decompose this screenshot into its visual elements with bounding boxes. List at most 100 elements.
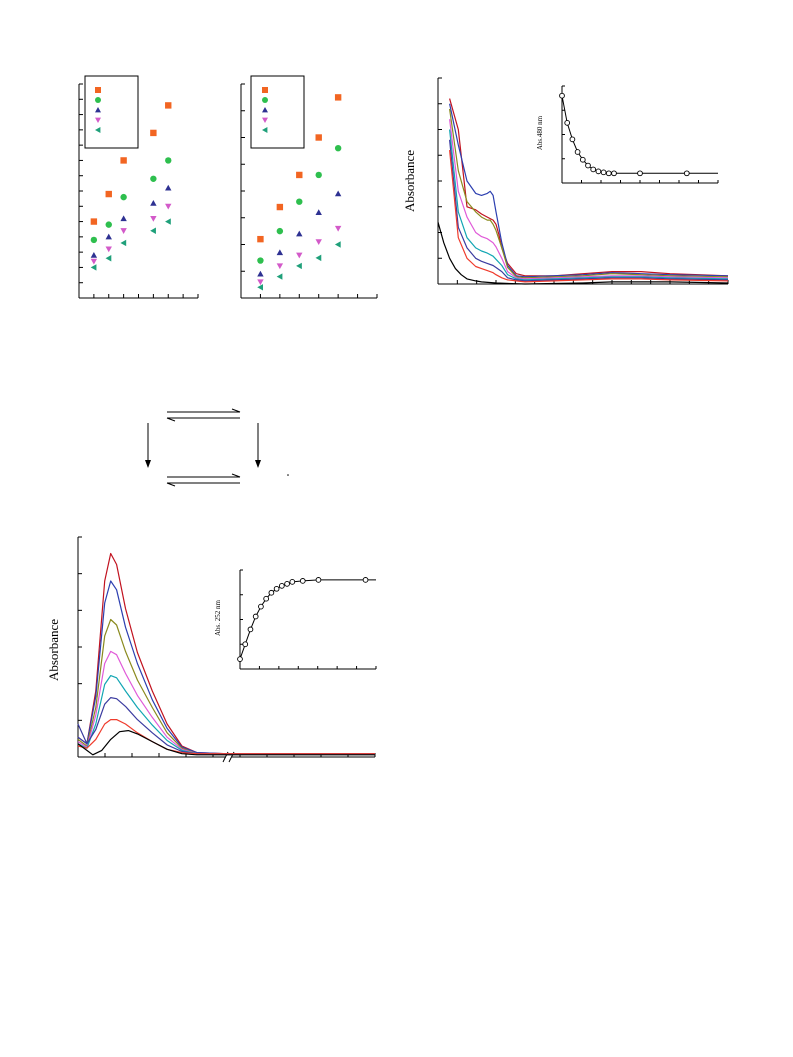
- inset-bottom-fit: [239, 579, 376, 660]
- legend-marker: [95, 87, 101, 93]
- data-point: [276, 263, 284, 270]
- spectrum-line: [77, 552, 375, 755]
- data-point: [334, 94, 342, 101]
- data-point: [315, 209, 322, 215]
- data-point: [276, 227, 284, 235]
- data-point: [296, 198, 303, 205]
- inset-top-ticks: [561, 85, 719, 184]
- data-point: [105, 221, 112, 228]
- scheme-dot: [287, 474, 289, 476]
- data-point: [90, 252, 98, 258]
- data-point: [165, 157, 172, 164]
- data-point: [247, 626, 254, 633]
- data-point: [276, 273, 283, 280]
- inset-top-fit: [561, 95, 718, 174]
- data-point: [590, 166, 597, 173]
- data-point: [120, 239, 127, 247]
- data-point: [585, 162, 591, 169]
- scatter-left-points: [90, 102, 172, 271]
- legend-marker: [95, 97, 101, 103]
- data-point: [296, 171, 303, 179]
- data-point: [611, 170, 617, 177]
- spectrum-line: [449, 103, 729, 278]
- spectra-top-panel: Absorbance: [402, 77, 729, 285]
- scatter-left-panel: [78, 75, 199, 299]
- data-point: [105, 190, 112, 198]
- equilibrium-arrow-bottom: [166, 473, 241, 487]
- data-point: [284, 581, 290, 587]
- data-point: [334, 241, 341, 248]
- legend-marker: [95, 127, 101, 133]
- data-point: [315, 171, 322, 179]
- data-point: [289, 579, 296, 585]
- inset-bottom-points: [237, 577, 369, 662]
- data-point: [569, 136, 576, 143]
- data-point: [120, 157, 127, 164]
- data-point: [257, 257, 264, 264]
- data-point: [334, 190, 342, 197]
- scatter-left-ticks: [78, 83, 199, 299]
- data-point: [90, 236, 98, 244]
- scatter-middle-ticks: [240, 83, 378, 299]
- data-point: [257, 235, 264, 243]
- data-point: [605, 170, 612, 177]
- data-point: [299, 578, 306, 584]
- data-point: [120, 215, 127, 222]
- data-point: [296, 262, 302, 270]
- reaction-scheme: [145, 408, 289, 487]
- data-point: [334, 145, 342, 152]
- legend-marker: [262, 117, 268, 123]
- data-point: [579, 156, 586, 163]
- legend-marker: [262, 107, 268, 113]
- data-point: [165, 203, 172, 210]
- equilibrium-arrow-top: [166, 408, 241, 422]
- inset-bottom-panel: Abs. 252 nm: [214, 569, 377, 670]
- data-point: [683, 170, 690, 177]
- data-point: [257, 279, 264, 286]
- spectra-bottom-lines: [77, 552, 375, 756]
- spectrum-line: [449, 119, 729, 280]
- data-point: [90, 264, 97, 271]
- inset-bottom-ylabel: Abs. 252 nm: [214, 599, 222, 636]
- data-point: [257, 270, 264, 277]
- spectra-top-ylabel: Absorbance: [402, 150, 417, 212]
- data-point: [237, 656, 243, 662]
- data-point: [120, 193, 127, 201]
- inset-top-panel: Abs.480 nm: [536, 85, 719, 184]
- scatter-middle-legend-box: [250, 75, 305, 149]
- legend-marker: [95, 107, 101, 113]
- spectrum-line: [449, 108, 729, 279]
- data-point: [315, 239, 322, 246]
- legend-marker: [262, 127, 268, 133]
- data-point: [362, 577, 369, 583]
- data-point: [150, 215, 157, 222]
- data-point: [150, 200, 157, 206]
- spectrum-line: [77, 675, 375, 755]
- data-point: [120, 228, 127, 234]
- data-point: [315, 134, 322, 141]
- spectrum-line: [77, 730, 375, 756]
- data-point: [273, 585, 280, 592]
- data-point: [559, 92, 565, 99]
- spectrum-line: [77, 650, 375, 755]
- legend-marker: [262, 87, 268, 93]
- scatter-left-legend: [95, 87, 101, 133]
- spectrum-line: [449, 98, 729, 277]
- arrow-down-right: [255, 423, 261, 468]
- data-point: [268, 589, 275, 596]
- data-point: [257, 284, 263, 291]
- scatter-middle-panel: [240, 75, 378, 299]
- inset-top-points: [559, 92, 690, 177]
- data-point: [595, 168, 602, 175]
- data-point: [90, 258, 98, 265]
- data-point: [600, 169, 607, 176]
- data-point: [276, 203, 284, 211]
- scatter-middle-points: [257, 94, 342, 291]
- spectra-bottom-panel: Absorbance: [46, 536, 376, 763]
- data-point: [334, 225, 342, 232]
- data-point: [315, 577, 322, 583]
- legend-marker: [95, 117, 101, 123]
- spectrum-line: [449, 129, 729, 281]
- fit-curve: [239, 579, 376, 660]
- inset-bottom-ticks: [239, 569, 377, 670]
